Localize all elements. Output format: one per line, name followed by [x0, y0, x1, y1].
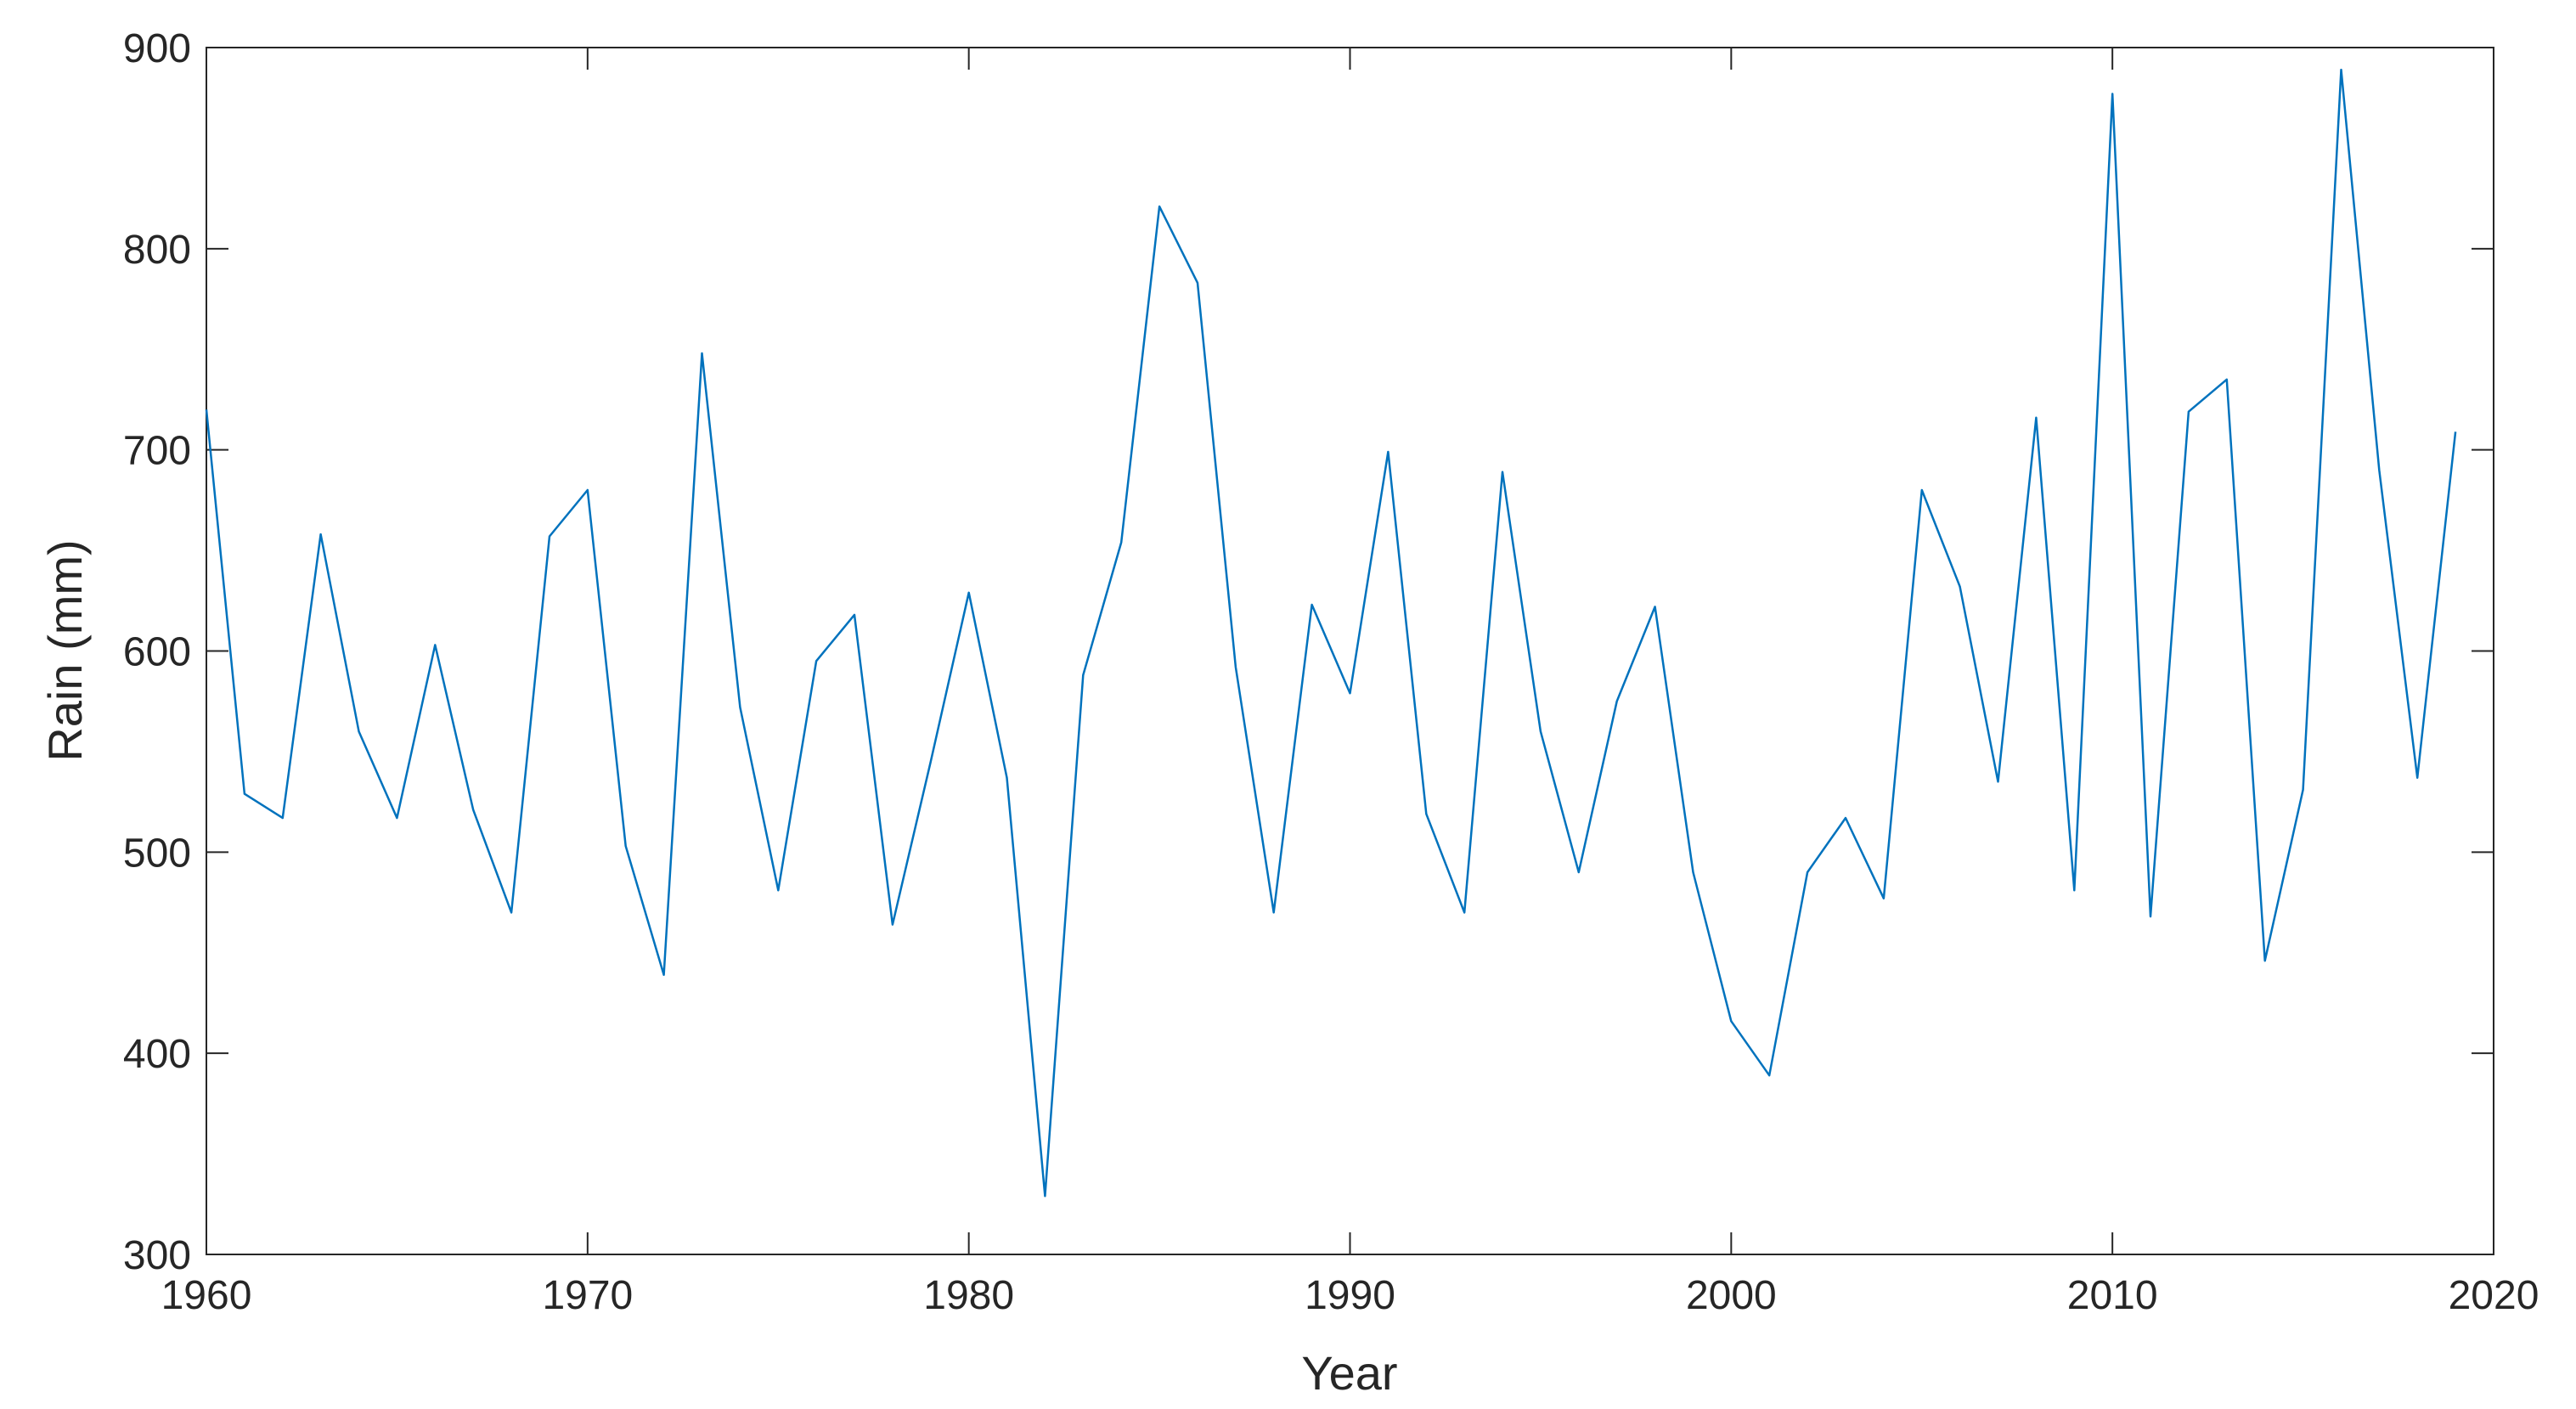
x-tick-label: 2000 — [1686, 1273, 1777, 1318]
rain-series-line — [205, 68, 2457, 1198]
plot-area — [206, 47, 2494, 1255]
x-tick-label: 1960 — [161, 1273, 252, 1318]
y-tick-label: 900 — [123, 26, 191, 71]
y-tick-label: 500 — [123, 831, 191, 876]
x-tick-label: 1990 — [1305, 1273, 1395, 1318]
y-tick-label: 700 — [123, 429, 191, 474]
x-axis: 1960 1970 1980 1990 2000 2010 2020 — [161, 48, 2539, 1318]
y-tick-label: 400 — [123, 1032, 191, 1077]
x-tick-label: 1970 — [542, 1273, 633, 1318]
y-axis-title: Rain (mm) — [38, 539, 92, 761]
y-axis: 300 400 500 600 700 800 900 — [123, 26, 2494, 1278]
y-tick-label: 600 — [123, 630, 191, 675]
x-tick-label: 2010 — [2067, 1273, 2158, 1318]
x-tick-label: 1980 — [923, 1273, 1014, 1318]
y-tick-label: 300 — [123, 1233, 191, 1278]
y-tick-label: 800 — [123, 228, 191, 273]
x-axis-title: Year — [1301, 1346, 1397, 1400]
x-tick-label: 2020 — [2449, 1273, 2539, 1318]
